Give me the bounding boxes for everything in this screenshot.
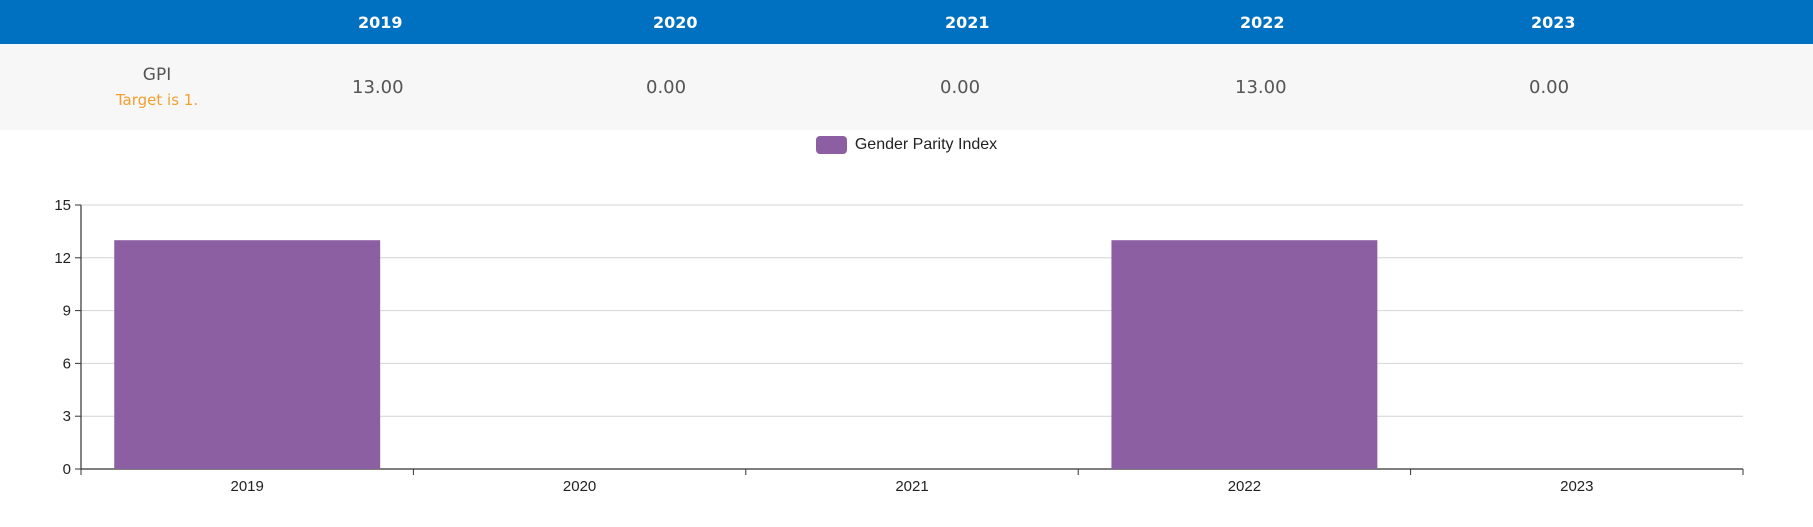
value-cell-2019: 13.00 <box>352 76 404 98</box>
header-cell-2019: 2019 <box>358 12 403 32</box>
row-label: GPI <box>142 65 172 85</box>
header-cell-2021: 2021 <box>945 12 990 32</box>
value-cell-2020: 0.00 <box>646 76 687 98</box>
value-cell-2021: 0.00 <box>940 76 981 98</box>
y-tick-label: 9 <box>63 303 71 320</box>
y-tick-label: 6 <box>63 355 71 372</box>
data-table-container: 2019 2020 2021 2022 2023 GPI Target is 1… <box>0 0 1813 130</box>
row-note: Target is 1. <box>115 91 199 109</box>
bar-2022 <box>1111 240 1378 469</box>
y-tick-label: 0 <box>63 461 71 478</box>
header-cell-2022: 2022 <box>1240 12 1285 32</box>
x-tick-label: 2023 <box>1560 478 1593 495</box>
x-tick-label: 2019 <box>231 478 264 495</box>
legend-label: Gender Parity Index <box>854 136 998 153</box>
header-cell-2023: 2023 <box>1531 12 1576 32</box>
table-row: GPI Target is 1. 13.00 0.00 0.00 13.00 0… <box>0 44 1813 130</box>
y-tick-label: 12 <box>54 250 71 267</box>
row-label-cell: GPI Target is 1. <box>0 44 258 130</box>
x-tick-label: 2021 <box>895 478 928 495</box>
x-tick-label: 2022 <box>1228 478 1261 495</box>
data-table: 2019 2020 2021 2022 2023 GPI Target is 1… <box>0 0 1813 130</box>
header-cell-2020: 2020 <box>653 12 698 32</box>
value-cell-2022: 13.00 <box>1235 76 1287 98</box>
bar-2019 <box>114 240 381 469</box>
table-header-row: 2019 2020 2021 2022 2023 <box>0 0 1813 44</box>
chart-legend[interactable]: Gender Parity Index <box>0 134 1813 156</box>
x-tick-label: 2020 <box>563 478 596 495</box>
y-tick-label: 15 <box>54 197 71 214</box>
legend-swatch <box>815 136 847 154</box>
y-tick-label: 3 <box>63 408 71 425</box>
value-cell-2023: 0.00 <box>1529 76 1570 98</box>
